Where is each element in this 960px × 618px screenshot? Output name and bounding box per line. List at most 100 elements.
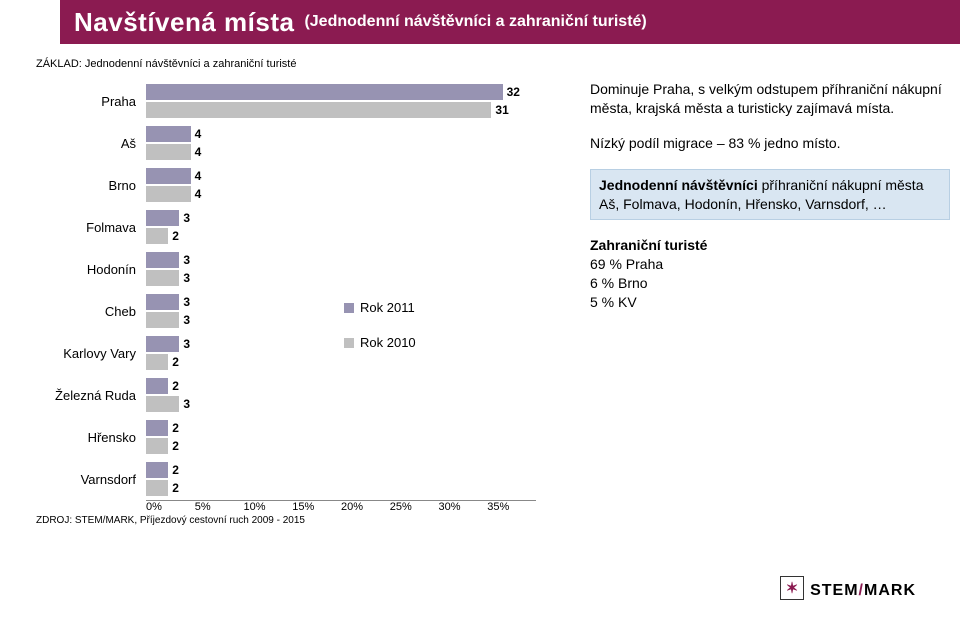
bar-value: 4 bbox=[195, 187, 202, 201]
bar-value: 3 bbox=[183, 211, 190, 225]
bar-value: 2 bbox=[172, 421, 179, 435]
category-label: Brno bbox=[36, 178, 146, 193]
bar-wrap: 2 bbox=[146, 462, 576, 478]
bar-value: 4 bbox=[195, 169, 202, 183]
highlight-label: Jednodenní návštěvníci bbox=[599, 177, 758, 193]
category-label: Varnsdorf bbox=[36, 472, 146, 487]
bar bbox=[146, 270, 179, 286]
bar-value: 2 bbox=[172, 355, 179, 369]
bar-wrap: 3 bbox=[146, 210, 576, 226]
bar-group: 22 bbox=[146, 420, 576, 454]
axis-tick: 35% bbox=[487, 501, 536, 513]
bar-wrap: 2 bbox=[146, 228, 576, 244]
axis-tick: 25% bbox=[390, 501, 439, 513]
bar bbox=[146, 186, 191, 202]
p3-line: 6 % Brno bbox=[590, 275, 648, 291]
category-label: Hodonín bbox=[36, 262, 146, 277]
axis-tick: 0% bbox=[146, 501, 195, 513]
bar bbox=[146, 228, 168, 244]
chart-row: Folmava32 bbox=[36, 206, 576, 248]
chart-row: Hřensko22 bbox=[36, 416, 576, 458]
bar bbox=[146, 210, 179, 226]
bar-wrap: 3 bbox=[146, 396, 576, 412]
bar-value: 3 bbox=[183, 253, 190, 267]
bar-group: 3231 bbox=[146, 84, 576, 118]
bar-group: 23 bbox=[146, 378, 576, 412]
bar-group: 44 bbox=[146, 168, 576, 202]
bar bbox=[146, 252, 179, 268]
bar bbox=[146, 144, 191, 160]
chart-row: Karlovy Vary32 bbox=[36, 332, 576, 374]
commentary-p1: Dominuje Praha, s velkým odstupem příhra… bbox=[590, 80, 950, 118]
bar-group: 32 bbox=[146, 210, 576, 244]
bar-wrap: 4 bbox=[146, 186, 576, 202]
legend-label: Rok 2010 bbox=[360, 335, 416, 350]
bar-wrap: 31 bbox=[146, 102, 576, 118]
category-label: Karlovy Vary bbox=[36, 346, 146, 361]
axis-tick: 30% bbox=[439, 501, 488, 513]
chart-row: Praha3231 bbox=[36, 80, 576, 122]
bar-value: 2 bbox=[172, 379, 179, 393]
legend-label: Rok 2011 bbox=[360, 300, 415, 315]
legend: Rok 2011 Rok 2010 bbox=[344, 300, 416, 350]
chart-row: Varnsdorf22 bbox=[36, 458, 576, 500]
title-band: Navštívená místa (Jednodenní návštěvníci… bbox=[60, 0, 960, 44]
chart-row: Cheb 3 3 bbox=[36, 290, 576, 332]
bar-wrap: 3 bbox=[146, 252, 576, 268]
bar-value: 3 bbox=[183, 295, 190, 309]
axis-tick: 15% bbox=[292, 501, 341, 513]
source-label: ZDROJ: STEM/MARK, Příjezdový cestovní ru… bbox=[36, 515, 960, 526]
x-axis: 0%5%10%15%20%25%30%35% bbox=[146, 500, 536, 513]
bar-wrap: 2 bbox=[146, 420, 576, 436]
chart-row: Hodonín 3 3 bbox=[36, 248, 576, 290]
bar bbox=[146, 84, 503, 100]
bar-value: 2 bbox=[172, 481, 179, 495]
category-label: Železná Ruda bbox=[36, 388, 146, 403]
chart-row: Aš44 bbox=[36, 122, 576, 164]
axis-tick: 20% bbox=[341, 501, 390, 513]
bar bbox=[146, 102, 491, 118]
bar bbox=[146, 420, 168, 436]
commentary-p2: Nízký podíl migrace – 83 % jedno místo. bbox=[590, 134, 950, 153]
bar-value: 3 bbox=[183, 313, 190, 327]
p3-line: 5 % KV bbox=[590, 294, 637, 310]
logo-text: STEM/MARK bbox=[810, 582, 916, 600]
chart-base-label: ZÁKLAD: Jednodenní návštěvníci a zahrani… bbox=[36, 58, 960, 70]
axis-tick: 5% bbox=[195, 501, 244, 513]
bar-value: 4 bbox=[195, 127, 202, 141]
category-label: Folmava bbox=[36, 220, 146, 235]
page-title: Navštívená místa bbox=[74, 7, 294, 38]
bar-value: 31 bbox=[495, 103, 508, 117]
bar-value: 3 bbox=[183, 397, 190, 411]
category-label: Praha bbox=[36, 94, 146, 109]
bar-value: 2 bbox=[172, 439, 179, 453]
bar bbox=[146, 480, 168, 496]
footer-logo: ✶ STEM/MARK bbox=[780, 576, 916, 600]
legend-swatch-icon bbox=[344, 338, 354, 348]
category-label: Cheb bbox=[36, 304, 146, 319]
bar-value: 32 bbox=[507, 85, 520, 99]
bar-wrap: 2 bbox=[146, 480, 576, 496]
bar-wrap: 4 bbox=[146, 168, 576, 184]
bar-value: 3 bbox=[183, 271, 190, 285]
logo-part: MARK bbox=[864, 582, 916, 599]
bar-group: 44 bbox=[146, 126, 576, 160]
bar bbox=[146, 294, 179, 310]
p3-label: Zahraniční turisté bbox=[590, 237, 707, 253]
chart-row: Brno44 bbox=[36, 164, 576, 206]
highlight-box: Jednodenní návštěvníci příhraniční nákup… bbox=[590, 169, 950, 221]
bar-wrap: 4 bbox=[146, 126, 576, 142]
category-label: Hřensko bbox=[36, 430, 146, 445]
bar bbox=[146, 438, 168, 454]
p3-line: 69 % Praha bbox=[590, 256, 663, 272]
legend-item: Rok 2010 bbox=[344, 335, 416, 350]
bar bbox=[146, 168, 191, 184]
bar bbox=[146, 126, 191, 142]
bar-wrap: 2 bbox=[146, 354, 576, 370]
commentary-p3: Zahraniční turisté 69 % Praha 6 % Brno 5… bbox=[590, 236, 950, 312]
category-label: Aš bbox=[36, 136, 146, 151]
bar bbox=[146, 336, 179, 352]
bar-wrap: 4 bbox=[146, 144, 576, 160]
page-subtitle: (Jednodenní návštěvníci a zahraniční tur… bbox=[304, 13, 646, 31]
page: Navštívená místa (Jednodenní návštěvníci… bbox=[0, 0, 960, 618]
